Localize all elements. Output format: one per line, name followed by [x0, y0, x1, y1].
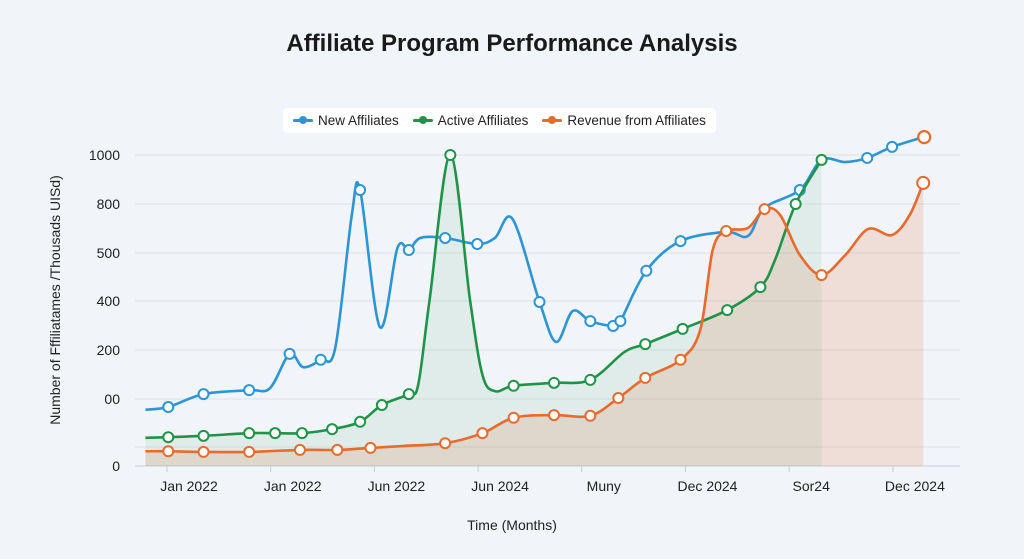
legend-item-active-affiliates: Active Affiliates [412, 113, 529, 128]
data-point [721, 304, 734, 317]
data-point [548, 409, 561, 422]
legend-label: Revenue from Affiliates [567, 113, 706, 128]
data-point [584, 409, 597, 422]
y-tick-label: 0 [112, 458, 120, 474]
series-area [145, 182, 924, 466]
data-point [584, 373, 597, 386]
data-point [639, 338, 652, 351]
data-point [815, 269, 828, 282]
x-tick-label: Jan 2022 [264, 478, 322, 494]
data-point [476, 427, 489, 440]
data-point [326, 423, 339, 436]
data-point [533, 295, 546, 308]
data-point [269, 427, 282, 440]
data-point [197, 388, 210, 401]
data-point [676, 322, 689, 335]
data-point [331, 443, 344, 456]
data-point [162, 431, 175, 444]
data-point [471, 238, 484, 251]
legend: New Affiliates Active Affiliates Revenue… [283, 108, 716, 133]
data-point [639, 371, 652, 384]
data-point [444, 149, 457, 161]
data-point [162, 401, 175, 414]
data-point [507, 411, 520, 424]
data-point [439, 437, 452, 450]
y-tick-label: 800 [97, 196, 121, 212]
data-point [375, 399, 388, 412]
x-tick-label: Jun 2024 [471, 478, 529, 494]
data-point [162, 445, 175, 458]
data-point [548, 376, 561, 389]
legend-swatch [542, 116, 563, 124]
data-point [758, 203, 771, 216]
data-point [916, 175, 931, 190]
x-tick-label: Jun 2022 [368, 478, 426, 494]
data-point [402, 244, 415, 257]
series-revenue-from-affiliates [145, 175, 931, 458]
series-area [145, 155, 822, 466]
data-point [354, 184, 367, 197]
data-point [197, 429, 210, 442]
x-tick-label: Dec 2024 [678, 478, 738, 494]
data-point [674, 235, 687, 248]
series-active-affiliates [145, 149, 828, 444]
data-point [283, 347, 296, 360]
data-point [612, 392, 625, 405]
data-point [243, 384, 256, 397]
y-tick-label: 1000 [89, 147, 120, 163]
data-point [917, 130, 932, 145]
y-tick-label: 00 [104, 391, 120, 407]
chart-title: Affiliate Program Performance Analysis [286, 30, 738, 57]
data-point [314, 353, 327, 366]
y-tick-label: 500 [97, 245, 121, 261]
x-tick-label: Jan 2022 [160, 478, 218, 494]
data-point [754, 281, 767, 294]
data-point [720, 224, 733, 237]
data-point [296, 427, 309, 440]
data-point [507, 379, 520, 392]
data-point [614, 315, 627, 328]
legend-item-revenue: Revenue from Affiliates [542, 113, 706, 128]
x-tick-label: Dec 2024 [885, 478, 945, 494]
legend-label: New Affiliates [318, 113, 399, 128]
data-point [861, 151, 874, 164]
data-point [815, 153, 828, 166]
legend-swatch [412, 116, 433, 124]
data-point [439, 231, 452, 244]
data-point [674, 353, 687, 366]
data-point [402, 388, 415, 401]
data-point [243, 445, 256, 458]
x-axis-label: Time (Months) [467, 517, 557, 533]
legend-item-new-affiliates: New Affiliates [293, 113, 399, 128]
data-point [354, 415, 367, 428]
data-point [640, 264, 653, 277]
y-tick-label: 400 [97, 293, 121, 309]
data-point [584, 315, 597, 328]
x-tick-label: Sor24 [793, 478, 831, 494]
data-point [293, 443, 306, 456]
legend-swatch [293, 116, 313, 124]
data-point [197, 445, 210, 458]
data-point [886, 140, 899, 153]
y-tick-label: 200 [97, 342, 121, 358]
data-point [789, 198, 802, 210]
data-point [364, 441, 377, 454]
legend-label: Active Affiliates [437, 113, 529, 128]
x-tick-label: Muny [587, 478, 621, 494]
data-point [243, 427, 256, 440]
